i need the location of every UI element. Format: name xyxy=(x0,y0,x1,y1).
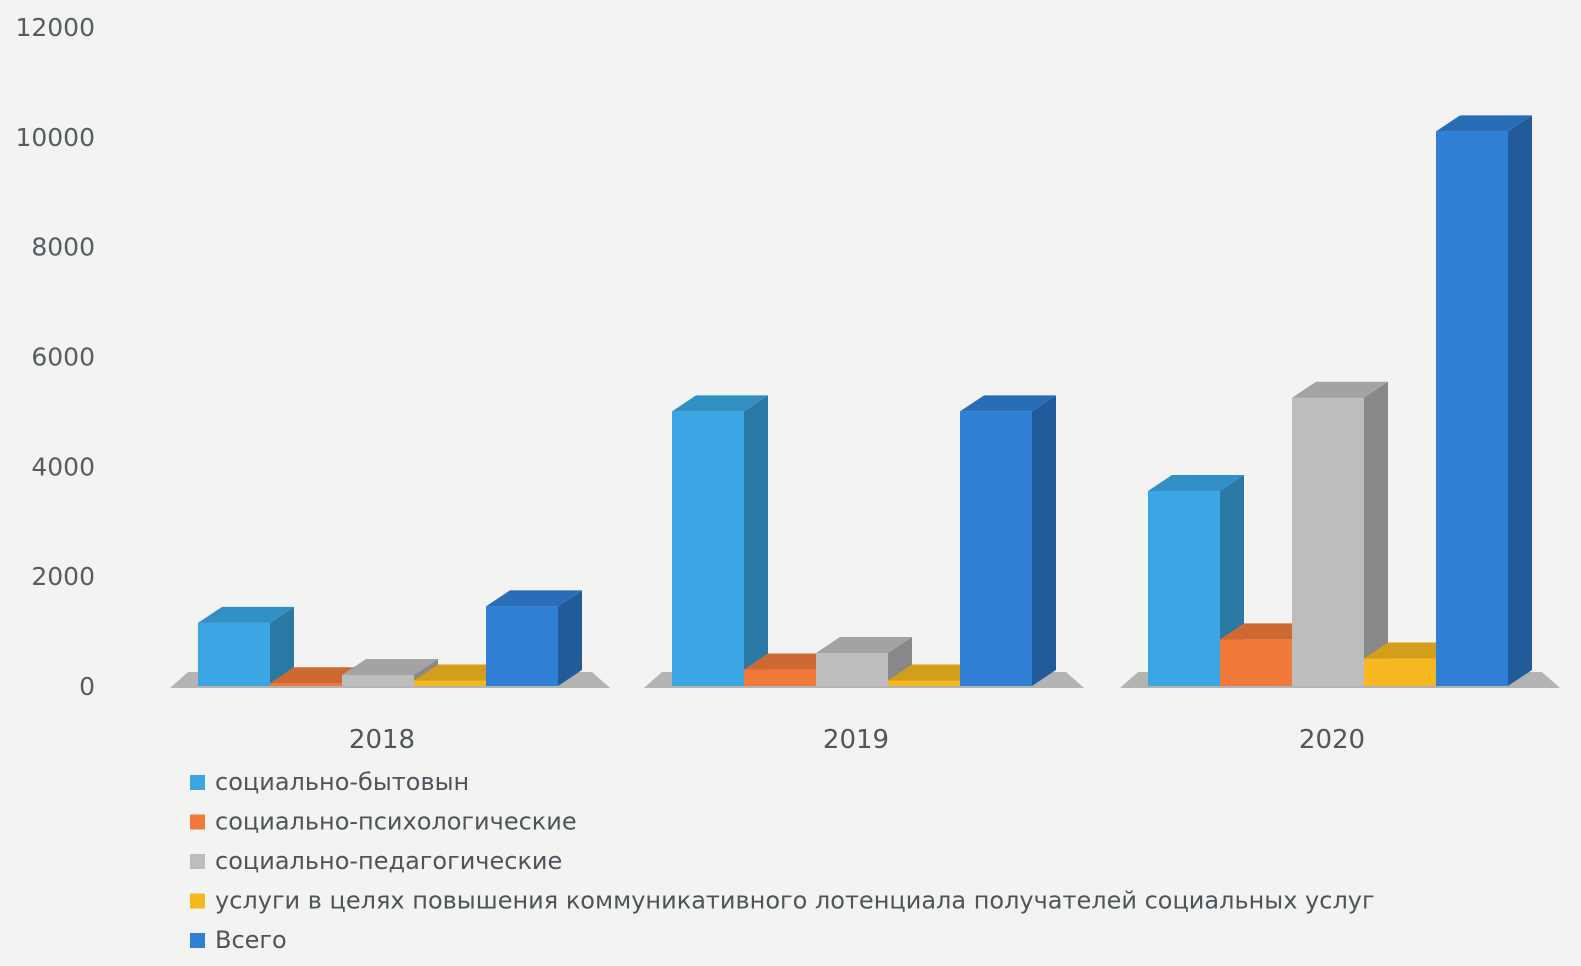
legend-swatch xyxy=(190,814,205,830)
bar-front xyxy=(486,606,558,686)
legend-item: социально-педагогические xyxy=(190,847,562,875)
y-axis: 0 2000 4000 6000 8000 10000 12000 xyxy=(15,13,95,701)
bar-top xyxy=(1148,475,1244,492)
bar-2019-1 xyxy=(672,395,768,686)
bar-side xyxy=(1508,115,1532,686)
legend-label: социально-психологические xyxy=(215,808,577,836)
legend-label: Всего xyxy=(215,926,287,954)
bar-top xyxy=(198,606,294,623)
bar-2020-3 xyxy=(1292,381,1388,686)
bar-2020-5 xyxy=(1436,115,1532,686)
x-tick-label: 2018 xyxy=(349,725,415,755)
legend-item: услуги в целях повышения коммуникативног… xyxy=(190,887,1375,915)
y-tick-label: 4000 xyxy=(31,452,95,481)
y-tick-label: 8000 xyxy=(31,233,95,262)
bar-front xyxy=(960,411,1032,686)
bar-top xyxy=(816,637,912,654)
legend: социально-бытовын социально-психологическ… xyxy=(190,768,1375,954)
bar-top xyxy=(1436,115,1532,132)
bar-top xyxy=(960,395,1056,412)
legend-swatch xyxy=(190,854,205,869)
legend-item: социально-психологические xyxy=(190,808,577,836)
x-tick-label: 2020 xyxy=(1299,725,1365,755)
bar-front xyxy=(1364,658,1436,686)
legend-swatch xyxy=(190,775,205,790)
bar-side xyxy=(558,590,582,686)
bar-front xyxy=(1436,131,1508,686)
bar-front xyxy=(1148,491,1220,686)
legend-label: социально-педагогические xyxy=(215,847,562,875)
bar-front xyxy=(414,680,486,686)
bar-front xyxy=(672,411,744,686)
legend-label: социально-бытовын xyxy=(215,768,469,796)
bars xyxy=(198,115,1532,686)
x-axis: 2018 2019 2020 xyxy=(349,725,1365,755)
y-tick-label: 6000 xyxy=(31,343,95,372)
bar-side xyxy=(744,395,768,686)
y-tick-label: 10000 xyxy=(15,123,95,152)
bar-front xyxy=(270,683,342,686)
x-tick-label: 2019 xyxy=(823,725,889,755)
bar-top xyxy=(672,395,768,412)
bar-front xyxy=(342,675,414,686)
bar-side xyxy=(270,606,294,686)
bar-2019-5 xyxy=(960,395,1056,686)
legend-swatch xyxy=(190,893,205,909)
bar-front xyxy=(1292,397,1364,686)
legend-label: услуги в целях повышения коммуникативног… xyxy=(215,887,1375,915)
y-tick-label: 2000 xyxy=(31,562,95,591)
bar-front xyxy=(1220,639,1292,686)
bar-front xyxy=(816,653,888,686)
bar-2018-5 xyxy=(486,590,582,686)
bar-2018-1 xyxy=(198,606,294,686)
y-tick-label: 12000 xyxy=(15,13,95,42)
bar-top xyxy=(486,590,582,607)
bar-top xyxy=(342,659,438,676)
legend-item: социально-бытовын xyxy=(190,768,469,796)
bar-front xyxy=(744,669,816,686)
bar-front xyxy=(888,680,960,686)
bar-2020-1 xyxy=(1148,475,1244,686)
y-tick-label: 0 xyxy=(79,672,95,701)
bar-side xyxy=(1032,395,1056,686)
bar-top xyxy=(1292,381,1388,398)
bar-side xyxy=(1364,381,1388,686)
bar-front xyxy=(198,622,270,686)
legend-item: Всего xyxy=(190,926,287,954)
legend-swatch xyxy=(190,933,205,948)
